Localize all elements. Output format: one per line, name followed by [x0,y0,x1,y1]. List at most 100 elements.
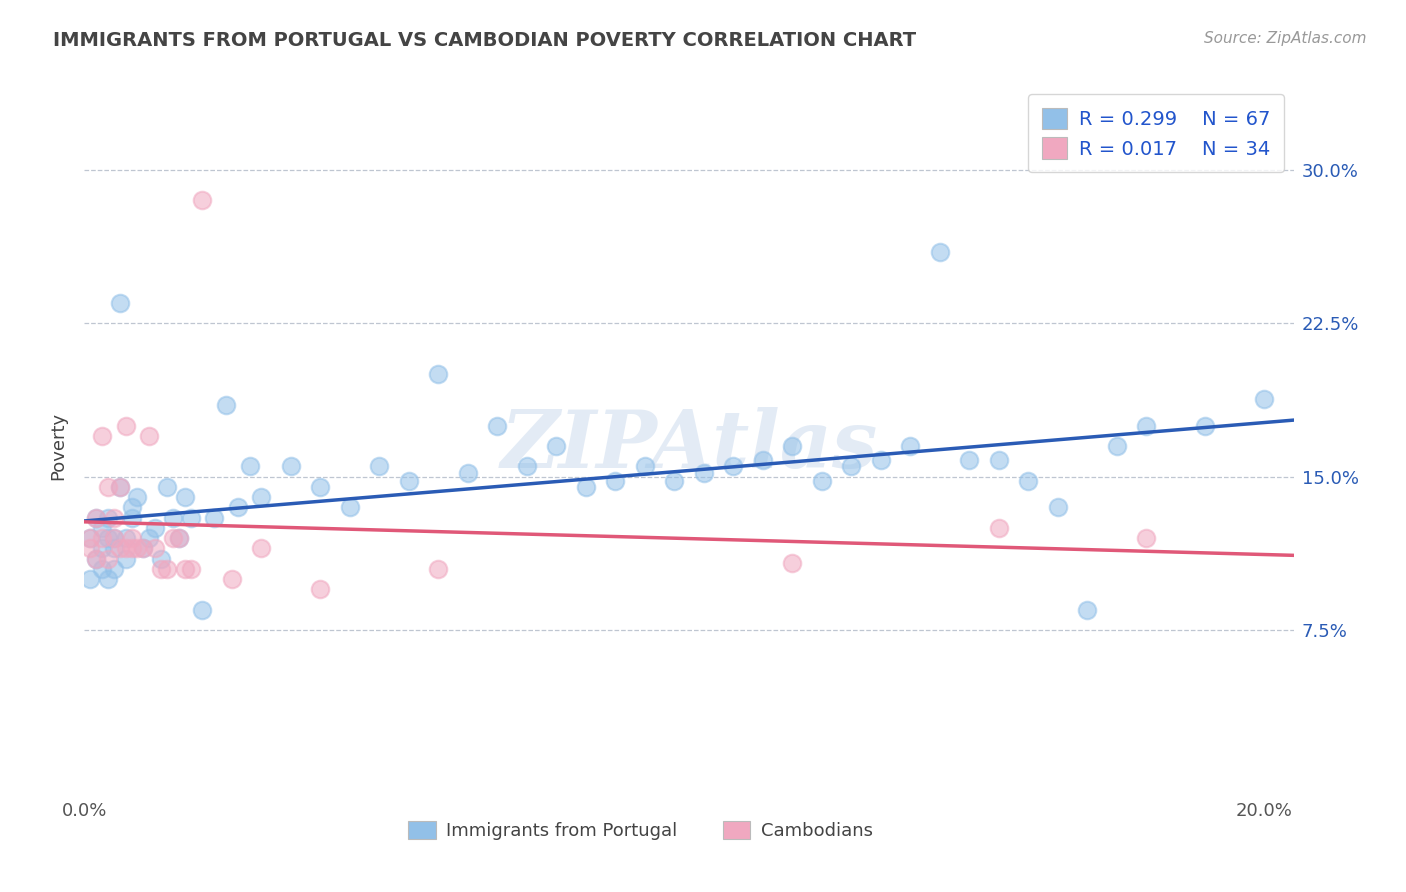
Point [132,541,155,556]
Point [79,531,101,545]
Point [103,531,125,545]
Point [127,541,149,556]
Point [238,459,260,474]
Point [780,439,803,453]
Point [91,562,114,576]
Point [114,418,136,433]
Point [121,510,143,524]
Point [150,562,173,576]
Point [114,541,136,556]
Point [108,295,131,310]
Point [191,194,214,208]
Point [97,572,120,586]
Text: Source: ZipAtlas.com: Source: ZipAtlas.com [1204,31,1367,46]
Point [97,510,120,524]
Point [1135,418,1157,433]
Point [1076,603,1098,617]
Point [103,510,125,524]
Point [309,480,332,494]
Point [575,480,598,494]
Point [1017,474,1039,488]
Point [1194,418,1216,433]
Point [108,480,131,494]
Point [143,541,166,556]
Point [546,439,568,453]
Point [486,418,509,433]
Point [97,551,120,566]
Point [84,510,107,524]
Point [398,474,420,488]
Point [634,459,657,474]
Point [280,459,302,474]
Point [692,466,714,480]
Point [79,572,101,586]
Point [121,531,143,545]
Point [173,562,195,576]
Point [156,562,179,576]
Point [721,459,744,474]
Point [250,541,273,556]
Point [103,531,125,545]
Point [97,531,120,545]
Point [309,582,332,597]
Point [132,541,155,556]
Point [143,521,166,535]
Point [810,474,832,488]
Point [121,541,143,556]
Point [103,541,125,556]
Point [84,551,107,566]
Point [91,429,114,443]
Point [103,562,125,576]
Point [664,474,686,488]
Point [114,551,136,566]
Point [121,500,143,515]
Point [91,541,114,556]
Point [516,459,538,474]
Point [167,531,190,545]
Point [138,429,160,443]
Point [751,453,773,467]
Point [1105,439,1128,453]
Point [97,480,120,494]
Point [928,244,950,259]
Point [114,531,136,545]
Point [108,480,131,494]
Y-axis label: Poverty: Poverty [49,412,67,480]
Point [108,541,131,556]
Legend: Immigrants from Portugal, Cambodians: Immigrants from Portugal, Cambodians [401,814,880,847]
Point [1135,531,1157,545]
Point [368,459,391,474]
Point [138,531,160,545]
Point [427,368,450,382]
Point [250,490,273,504]
Point [957,453,980,467]
Point [215,398,238,412]
Point [226,500,249,515]
Point [221,572,243,586]
Point [1046,500,1069,515]
Point [339,500,361,515]
Point [162,531,184,545]
Point [1253,392,1275,406]
Point [167,531,190,545]
Point [191,603,214,617]
Point [84,510,107,524]
Point [150,551,173,566]
Point [987,453,1010,467]
Point [898,439,921,453]
Point [839,459,862,474]
Point [79,541,101,556]
Point [987,521,1010,535]
Point [162,510,184,524]
Point [605,474,627,488]
Point [427,562,450,576]
Text: ZIPAtlas: ZIPAtlas [501,408,877,484]
Point [79,531,101,545]
Point [173,490,195,504]
Point [180,510,202,524]
Point [84,551,107,566]
Point [91,521,114,535]
Point [457,466,479,480]
Point [91,531,114,545]
Point [156,480,179,494]
